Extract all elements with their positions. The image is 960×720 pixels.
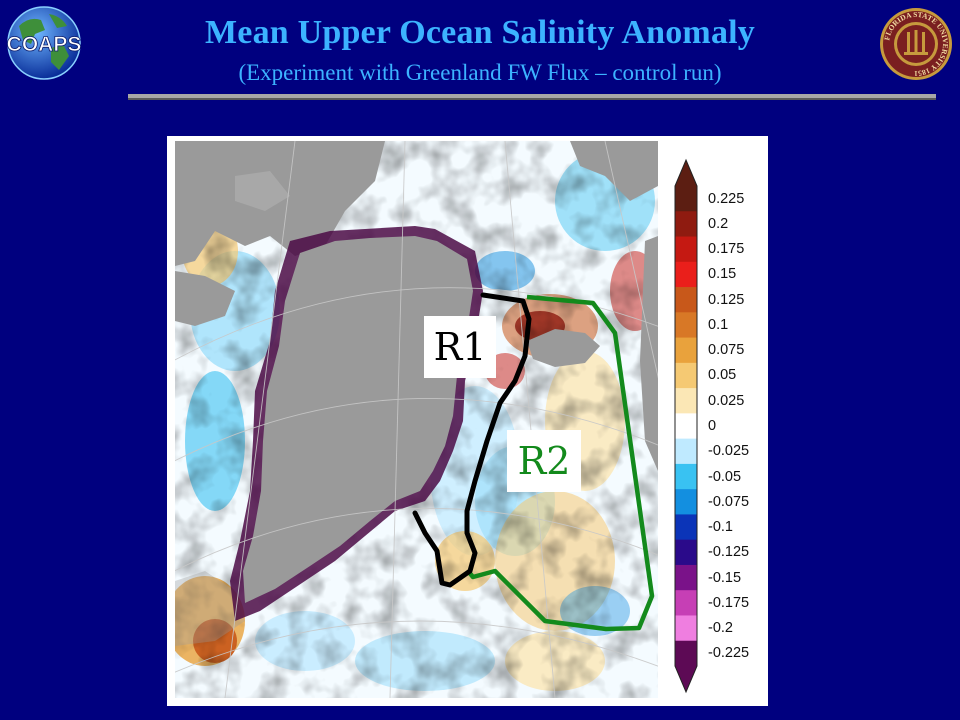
fsu-seal-logo: FLORIDA STATE UNIVERSITY 1851: [878, 6, 954, 82]
colorbar-tick-label: 0.15: [708, 266, 737, 283]
colorbar-segment: [675, 539, 697, 566]
region-r2-label: R2: [507, 430, 581, 492]
colorbar-segment: [675, 388, 697, 414]
title-divider: [128, 94, 936, 98]
colorbar-tick-label: 0: [708, 418, 717, 434]
colorbar-tick-label: 0.225: [708, 190, 745, 207]
region-r1-outline: [412, 292, 532, 588]
land-canada: [175, 141, 385, 646]
greenland: [243, 236, 473, 603]
page-title: Mean Upper Ocean Salinity Anomaly: [204, 14, 755, 51]
colorbar-segment: [675, 362, 697, 389]
colorbar-segment: [675, 413, 697, 440]
colorbar-tick-label: 0.075: [708, 342, 745, 359]
region-r2-outline: [466, 294, 655, 632]
colorbar-segment: [675, 261, 697, 288]
colorbar: [674, 158, 698, 694]
colorbar-tick-label: -0.025: [708, 443, 750, 460]
colorbar-tick-label: -0.05: [708, 468, 742, 485]
colorbar-tick-label: 0.2: [708, 215, 729, 232]
colorbar-segment: [675, 590, 697, 616]
colorbar-segment: [675, 287, 697, 313]
colorbar-tick-label: -0.225: [708, 645, 750, 662]
colorbar-tick-label: -0.15: [708, 569, 742, 586]
colorbar-bottom-arrow: [675, 666, 697, 692]
colorbar-segment: [675, 211, 697, 238]
colorbar-outline: [674, 158, 698, 694]
colorbar-segment: [675, 186, 697, 212]
page-subtitle: (Experiment with Greenland FW Flux – con…: [238, 60, 722, 85]
colorbar-tick-label: 0.025: [708, 392, 745, 409]
graticule: [175, 141, 658, 698]
colorbar-segment: [675, 312, 697, 339]
colorbar-tick-label: -0.2: [708, 620, 733, 637]
colorbar-top-arrow: [675, 160, 697, 186]
colorbar-segment: [675, 438, 697, 465]
colorbar-labels: 0.225 0.2 0.175 0.15 0.125 0.1 0.075 0.05 0.025 0…: [708, 136, 768, 706]
colorbar-segment: [675, 236, 697, 263]
colorbar-segment: [675, 615, 697, 642]
colorbar-segment: [675, 514, 697, 541]
colorbar-tick-label: -0.125: [708, 544, 750, 561]
salinity-anomaly-figure: R1 R2 0.225 0.2 0.175 0.15 0.125 0.1 0.075 0.05…: [167, 136, 768, 706]
colorbar-segment: [675, 640, 697, 667]
colorbar-segment: [675, 564, 697, 591]
colorbar-tick-label: 0.175: [708, 241, 745, 258]
coaps-logo-text: COAPS: [7, 33, 82, 56]
iceland: [527, 329, 600, 367]
salinity-anomaly-map: R1 R2: [175, 141, 658, 698]
colorbar-tick-label: 0.1: [708, 316, 729, 333]
coaps-logo: COAPS: [5, 4, 83, 82]
colorbar-segment: [675, 489, 697, 515]
colorbar-tick-label: 0.125: [708, 291, 745, 308]
colorbar-tick-label: -0.175: [708, 594, 750, 611]
colorbar-tick-label: -0.075: [708, 493, 750, 510]
colorbar-tick-label: 0.05: [708, 367, 737, 384]
region-r1-label: R1: [424, 316, 496, 378]
land-scandinavia: [640, 236, 658, 471]
colorbar-tick-label: -0.1: [708, 519, 733, 536]
land-north: [570, 141, 658, 201]
colorbar-segment: [675, 463, 697, 490]
colorbar-segment: [675, 337, 697, 364]
